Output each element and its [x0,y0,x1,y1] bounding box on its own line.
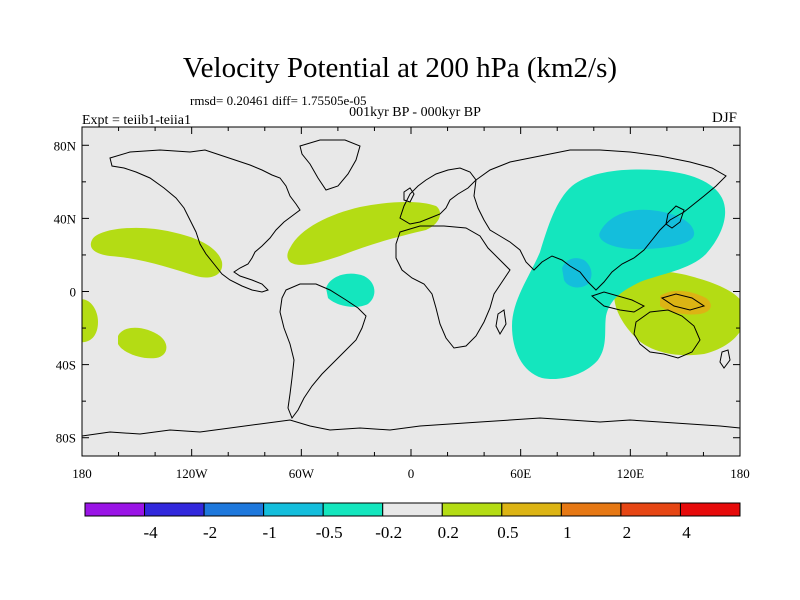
contour-positive-n-atlantic [287,201,441,265]
coast-australia [633,309,701,359]
colorbar-swatch-10 [679,502,741,517]
coast-africa [395,225,511,349]
contour-negative-atlantic [326,273,375,307]
experiment-label: Expt = teiib1-teiia1 [82,113,191,128]
lat-tick-label-3: 40S [56,358,76,373]
lon-tick-label-6: 180 [730,466,750,481]
contour-positive-maritime [614,271,740,356]
colorbar-swatch-5 [382,502,443,517]
colorbar-label-5: 0.2 [438,523,459,542]
coast-new-guinea [660,293,706,311]
lon-tick-label-1: 120W [176,466,209,481]
coast-british-isles [403,187,415,203]
coast-south-america [279,283,367,420]
colorbar-swatch-8 [560,502,622,517]
period-label: 001kyr BP - 000kyr BP [349,105,481,120]
coast-madagascar [495,309,507,336]
colorbar-label-0: -4 [143,523,158,542]
coast-asia [473,149,727,291]
coast-new-zealand [719,349,731,369]
map-title: Velocity Potential at 200 hPa (km2/s) [182,52,618,84]
lat-tick-label-4: 80S [56,431,76,446]
contour-positive-s-edge [82,299,98,343]
lon-tick-label-5: 120E [617,466,645,481]
colorbar-label-8: 2 [623,523,632,542]
season-label: DJF [712,110,738,126]
colorbar-label-1: -2 [203,523,217,542]
rmsd-diff-stats: rmsd= 0.20461 diff= 1.75505e-05 [190,93,367,108]
colorbar: -4 -2 -1 -0.5 -0.2 0.2 0.5 1 2 4 [84,502,741,542]
contour-positive-n-pacific [90,227,223,278]
colorbar-swatch-3 [263,502,324,517]
coast-japan [665,205,685,229]
colorbar-label-2: -1 [263,523,277,542]
colorbar-swatch-1 [144,502,205,517]
anomaly-contours [82,169,740,380]
coast-greenland [299,139,361,191]
lon-tick-label-3: 0 [408,466,415,481]
lon-tick-label-0: 180 [72,466,92,481]
colorbar-label-3: -0.5 [316,523,343,542]
lat-tick-label-2: 0 [70,285,77,300]
coast-antarctica [82,417,740,437]
continent-outlines [82,139,740,437]
lon-tick-label-4: 60E [510,466,531,481]
colorbar-swatch-7 [501,502,562,517]
colorbar-label-9: 4 [682,523,691,542]
colorbar-swatch-6 [441,502,503,517]
colorbar-swatch-4 [322,502,384,517]
axis-ticks [81,127,741,456]
coast-north-america [109,149,301,293]
contour-positive-s-pacific [118,327,167,359]
contour-positive-strong [660,290,711,315]
colorbar-label-6: 0.5 [497,523,518,542]
colorbar-label-7: 1 [563,523,572,542]
colorbar-swatch-2 [203,502,265,517]
colorbar-label-4: -0.2 [375,523,402,542]
colorbar-swatch-9 [620,502,681,517]
axis-labels: 180 120W 60W 0 60E 120E 180 80N 40N 0 40S 80S [54,138,750,481]
lat-tick-label-0: 80N [54,138,77,153]
lon-tick-label-2: 60W [289,466,315,481]
colorbar-swatch-0 [84,502,146,517]
coast-indonesia [590,291,646,313]
lat-tick-label-1: 40N [54,211,77,226]
